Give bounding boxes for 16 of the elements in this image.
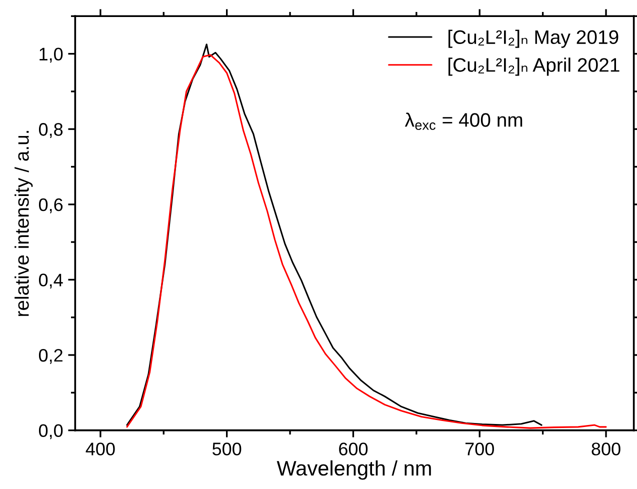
y-tick-label: 0,2 [38,348,62,364]
x-tick-label: 400 [86,442,115,456]
legend-label: [Cu₂L²I₂]ₙ April 2021 [448,58,620,76]
y-tick-label: 0,6 [38,198,63,214]
x-tick-label: 600 [339,442,368,456]
legend-label: [Cu₂L²I₂]ₙ May 2019 [448,30,618,48]
y-axis-title: relative intensity / a.u. [14,130,33,316]
x-tick-label: 800 [592,442,620,456]
y-tick-label: 0,4 [38,274,63,289]
x-tick-label: 500 [212,442,242,456]
x-axis-title: Wavelength / nm [276,460,431,480]
y-tick-label: 0,8 [38,123,63,138]
annotation: λ$_{exc}$ = 400 nm [404,112,522,130]
x-tick-label: 700 [465,442,494,456]
y-tick-label: 1,0 [40,48,63,63]
y-tick-label: 0,0 [38,424,63,440]
